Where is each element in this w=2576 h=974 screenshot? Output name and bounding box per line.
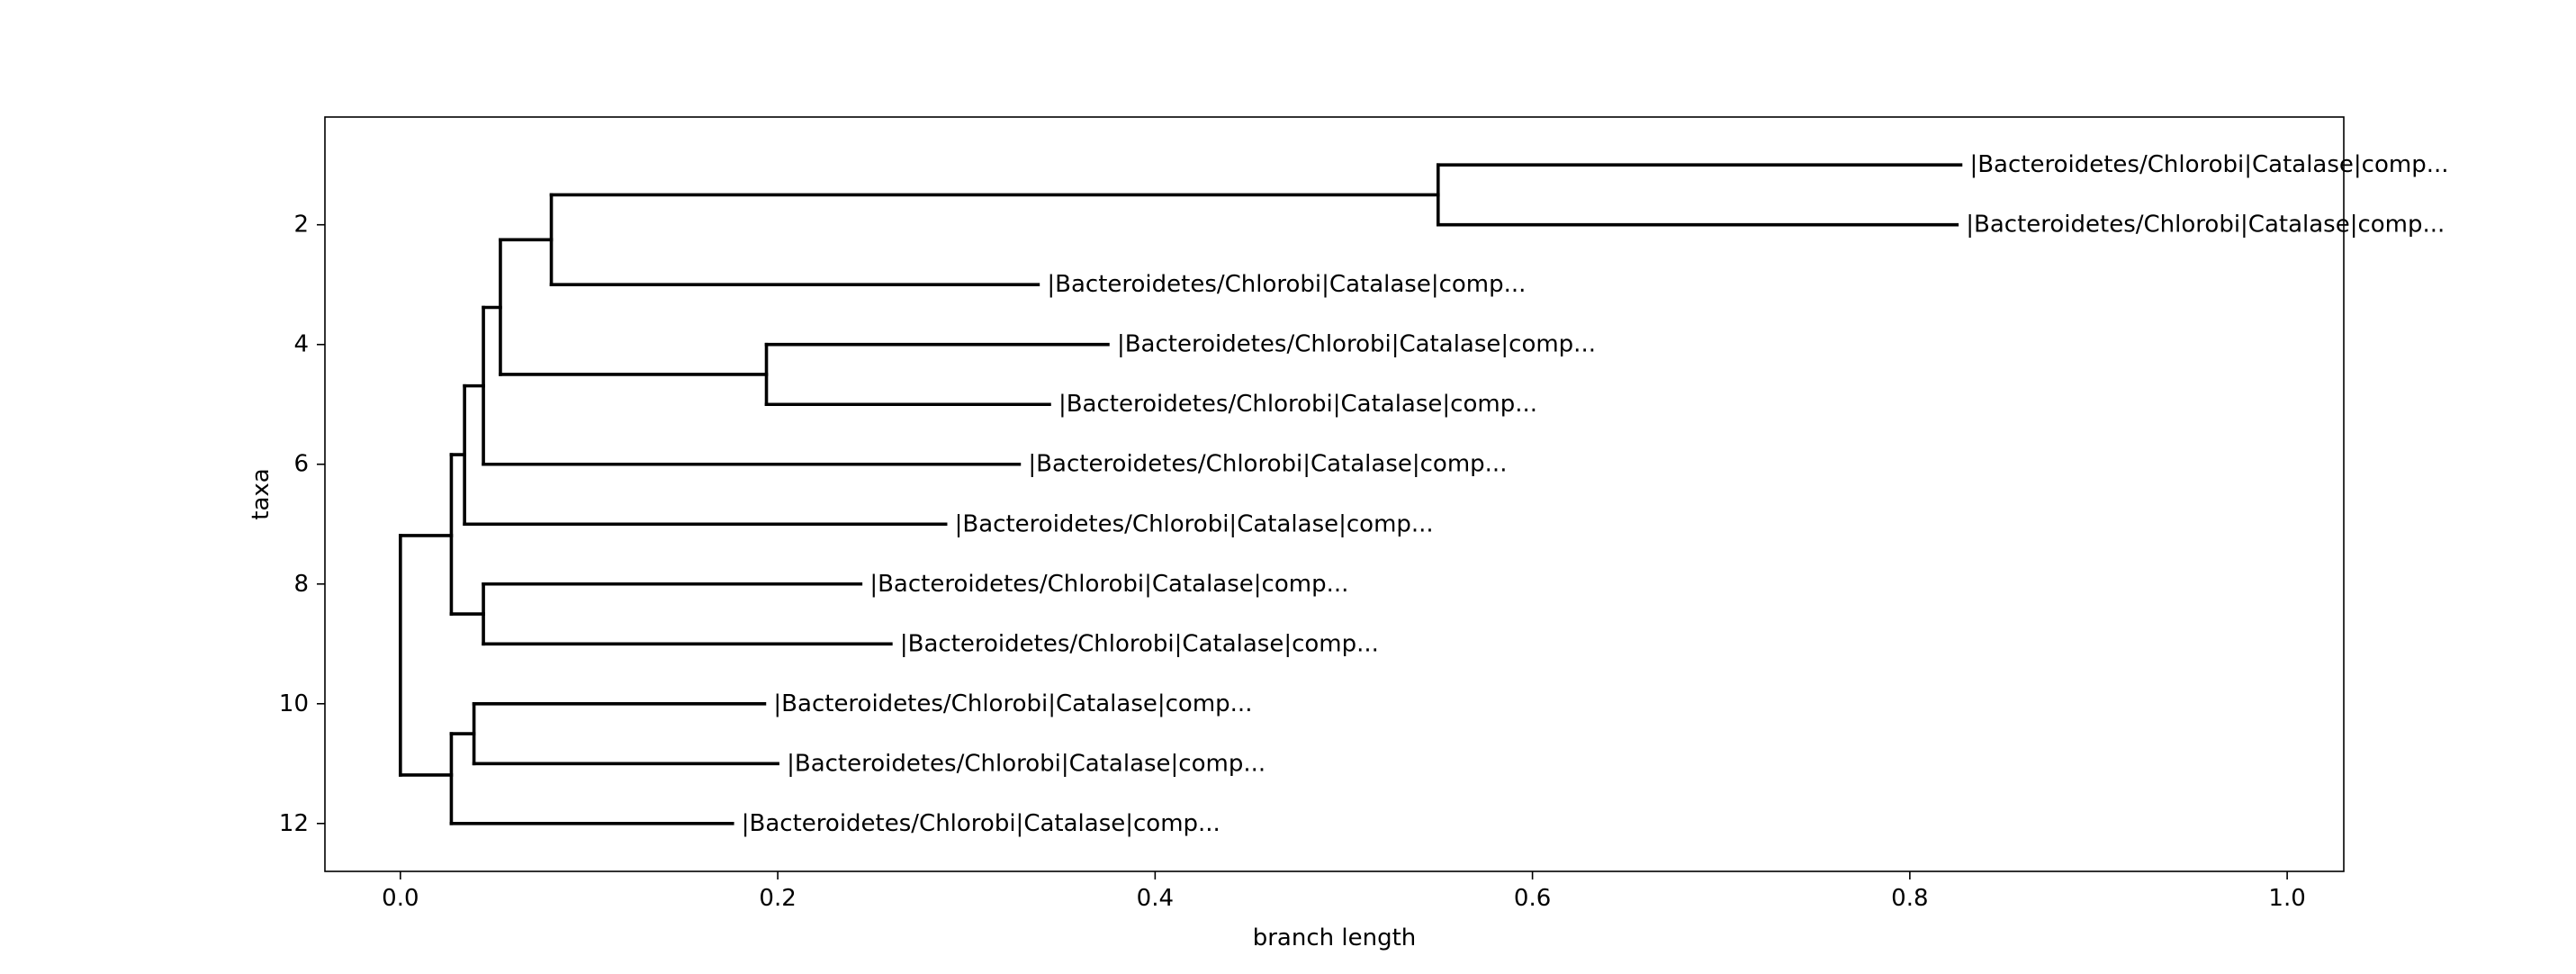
leaf-label-10: |Bacteroidetes/Chlorobi|Catalase|comp... [773, 690, 1252, 717]
leaf-label-8: |Bacteroidetes/Chlorobi|Catalase|comp... [869, 571, 1348, 598]
x-tick-label-1: 0.0 [382, 885, 419, 912]
x-tick-label-4: 0.6 [1514, 885, 1551, 912]
leaf-label-4: |Bacteroidetes/Chlorobi|Catalase|comp... [1117, 331, 1596, 358]
y-tick-label-3: 6 [293, 451, 309, 478]
branches-layer [399, 163, 1963, 825]
y-tick-label-4: 8 [293, 571, 309, 598]
leaf-label-5: |Bacteroidetes/Chlorobi|Catalase|comp... [1058, 391, 1537, 418]
x-axis-ticks: 0.0 0.2 0.4 0.6 0.8 1.0 [382, 871, 2306, 912]
leaf-label-1: |Bacteroidetes/Chlorobi|Catalase|comp... [1969, 151, 2448, 178]
x-axis-label: branch length [1253, 924, 1417, 951]
x-tick-label-2: 0.2 [759, 885, 796, 912]
plot-frame [324, 116, 2345, 872]
leaf-label-7: |Bacteroidetes/Chlorobi|Catalase|comp... [955, 510, 1434, 537]
x-tick-label-5: 0.8 [1891, 885, 1928, 912]
y-tick-label-6: 12 [279, 810, 309, 837]
leaf-label-2: |Bacteroidetes/Chlorobi|Catalase|comp... [1966, 212, 2445, 239]
x-tick-label-3: 0.4 [1137, 885, 1174, 912]
leaf-label-9: |Bacteroidetes/Chlorobi|Catalase|comp... [900, 630, 1379, 657]
y-tick-label-1: 2 [293, 212, 309, 239]
leaf-label-3: |Bacteroidetes/Chlorobi|Catalase|comp... [1047, 271, 1526, 298]
y-axis-ticks: 2 4 6 8 10 12 [279, 212, 325, 837]
y-axis-label: taxa [248, 468, 275, 519]
leaf-label-11: |Bacteroidetes/Chlorobi|Catalase|comp... [787, 750, 1265, 777]
leaf-label-12: |Bacteroidetes/Chlorobi|Catalase|comp... [742, 810, 1220, 837]
leaf-labels-layer: |Bacteroidetes/Chlorobi|Catalase|comp...… [742, 151, 2449, 837]
y-tick-label-2: 4 [293, 331, 309, 358]
x-tick-label-6: 1.0 [2268, 885, 2305, 912]
leaf-label-6: |Bacteroidetes/Chlorobi|Catalase|comp... [1028, 451, 1507, 478]
nodes-layer [399, 163, 1440, 825]
y-tick-label-5: 10 [279, 690, 309, 717]
